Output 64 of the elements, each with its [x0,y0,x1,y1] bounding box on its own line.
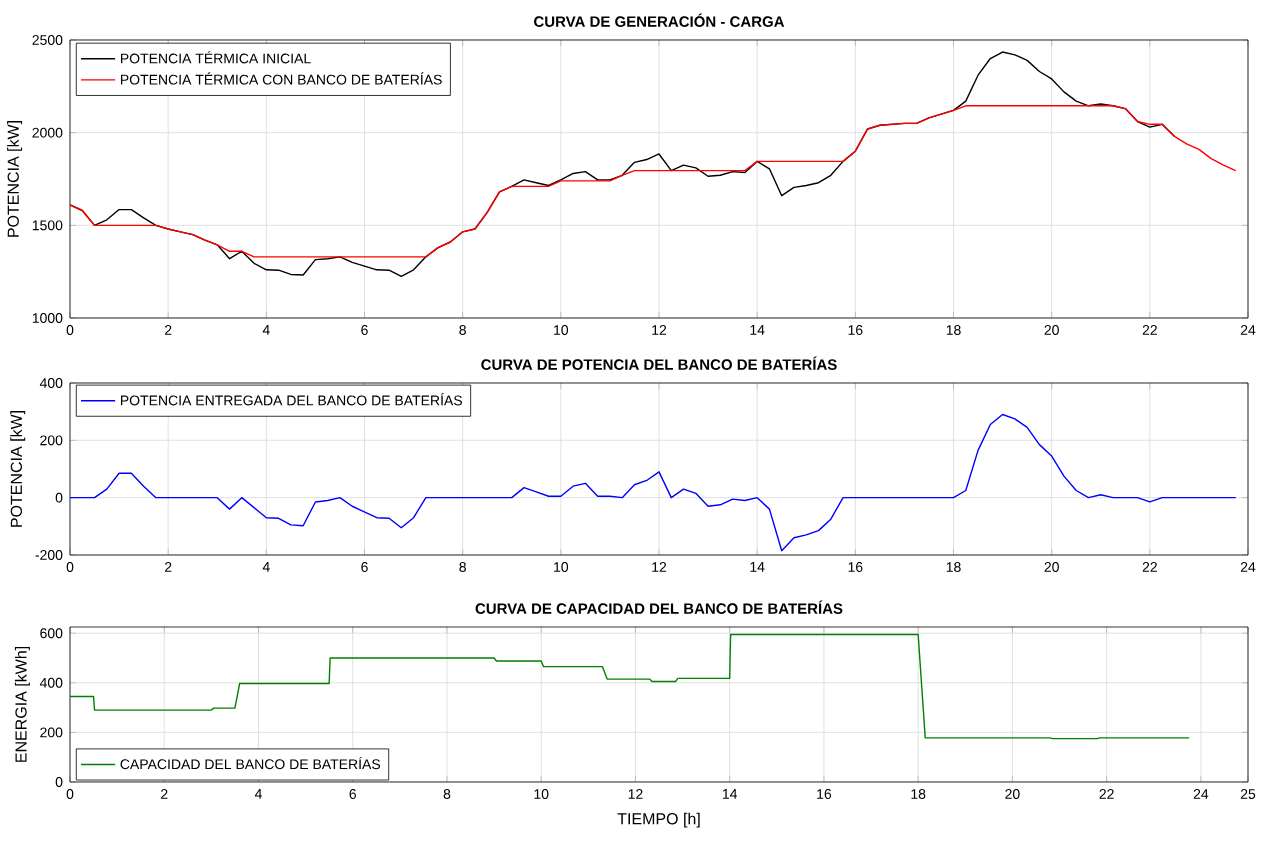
line-series [70,633,1190,740]
x-tick-label: 12 [628,789,643,799]
x-tick-label: 14 [750,562,765,572]
x-tick-label: 4 [262,325,270,335]
x-tick-label: 2 [164,562,172,572]
y-tick-label: 0 [55,777,63,787]
x-tick-label: 18 [911,789,926,799]
x-tick-label: 10 [554,325,569,335]
x-tick-label: 8 [459,325,466,335]
y-axis-title: POTENCIA [kW] [7,121,23,237]
x-tick-label: 24 [1240,562,1256,572]
x-tick-label: 0 [66,789,74,799]
x-tick-label: 10 [554,562,569,572]
x-tick-label: 22 [1099,789,1114,799]
x-tick-label: 22 [1142,325,1157,335]
x-tick-label: 20 [1044,325,1059,335]
legend-label: CAPACIDAD DEL BANCO DE BATERÍAS [120,756,381,770]
y-tick-label: 2000 [32,127,63,138]
chart-title: CURVA DE CAPACIDAD DEL BANCO DE BATERÍAS [475,600,843,614]
x-tick-label: 18 [946,325,961,335]
y-axis-title: ENERGIA [kWh] [14,646,30,762]
y-tick-label: 200 [40,435,63,446]
x-tick-label: 20 [1005,789,1020,799]
x-tick-label: 16 [817,789,832,799]
x-tick-label: 12 [652,325,667,335]
x-tick-label: 20 [1044,562,1059,572]
x-tick-label: 8 [443,789,451,799]
x-tick-label: 25 [1240,789,1256,799]
legend-label: POTENCIA TÉRMICA INICIAL [121,51,311,64]
y-tick-label: -200 [35,550,63,560]
x-tick-label: 16 [848,562,863,572]
x-axis-title: TIEMPO [h] [617,812,700,828]
x-tick-label: 22 [1142,562,1157,572]
x-tick-label: 4 [262,562,270,572]
x-tick-label: 2 [161,789,168,799]
y-tick-label: 600 [40,628,63,639]
x-tick-label: 6 [361,562,368,572]
y-axis-title: POTENCIA [kW] [10,411,26,527]
x-tick-label: 14 [750,325,765,335]
legend-label: POTENCIA ENTREGADA DEL BANCO DE BATERÍAS [121,393,462,406]
x-tick-label: 6 [349,789,356,799]
y-tick-label: 1000 [32,313,63,323]
chart-title: CURVA DE GENERACIÓN - CARGA [534,13,785,27]
x-tick-label: 24 [1193,789,1209,799]
x-tick-label: 14 [722,789,738,799]
y-tick-label: 2500 [32,35,63,45]
x-tick-label: 6 [361,325,368,335]
x-tick-label: 10 [534,789,549,799]
x-tick-label: 2 [164,325,172,335]
x-tick-label: 4 [254,789,262,799]
y-tick-label: 200 [40,727,63,738]
x-tick-label: 12 [652,562,667,572]
legend-label: POTENCIA TÉRMICA CON BANCO DE BATERÍAS [121,72,442,85]
chart-title: CURVA DE POTENCIA DEL BANCO DE BATERÍAS [481,356,837,370]
y-tick-label: 1500 [32,220,63,231]
x-tick-label: 24 [1240,325,1256,335]
x-tick-label: 8 [459,562,466,572]
y-tick-label: 0 [55,492,63,503]
x-tick-label: 0 [66,325,74,335]
x-tick-label: 0 [66,562,74,572]
y-tick-label: 400 [39,378,63,388]
y-tick-label: 400 [39,677,63,688]
x-tick-label: 18 [946,562,961,572]
x-tick-label: 16 [848,325,863,335]
